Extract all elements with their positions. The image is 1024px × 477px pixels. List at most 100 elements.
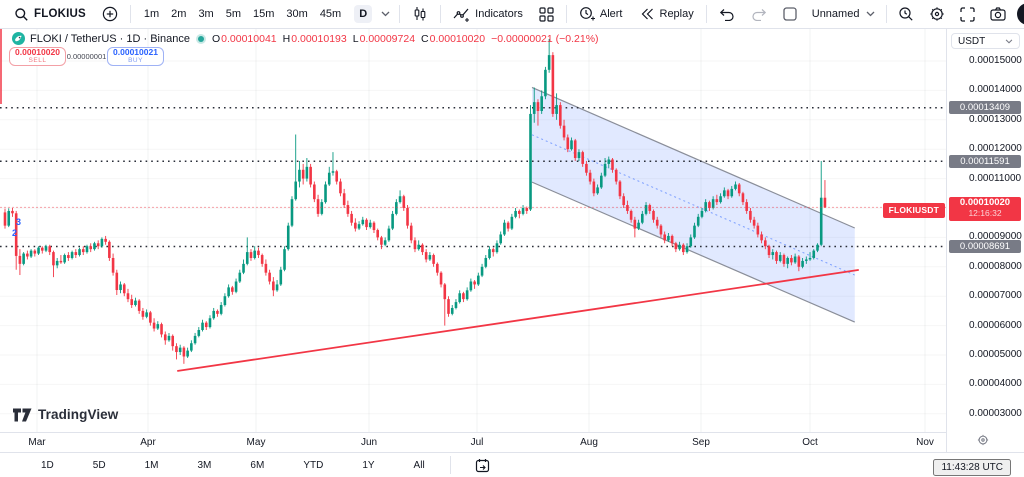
market-status-dot[interactable] — [197, 35, 204, 42]
interval-button-3m[interactable]: 3m — [193, 5, 218, 23]
legend-symbol-title[interactable]: FLOKI / TetherUS · 1D · Binance — [30, 32, 190, 45]
gear-icon — [930, 7, 945, 21]
publish-button[interactable]: Pu — [1017, 3, 1024, 25]
replay-button[interactable]: Replay — [635, 5, 698, 23]
alert-clock-icon — [579, 7, 595, 21]
replay-label: Replay — [659, 8, 694, 20]
interval-button-2m[interactable]: 2m — [166, 5, 191, 23]
toolbar-separator — [705, 5, 707, 23]
square-icon — [783, 7, 797, 21]
price-level-badge: 0.00013409 — [949, 101, 1021, 115]
ohlc-item: L0.00009724 — [352, 32, 416, 45]
range-button-5d[interactable]: 5D — [92, 459, 106, 471]
range-button-1m[interactable]: 1M — [144, 459, 159, 471]
ohlc-item: C0.00010020 — [421, 32, 486, 45]
price-axis-label: 0.00013000 — [969, 113, 1022, 125]
range-button-ytd[interactable]: YTD — [303, 459, 324, 471]
candlestick-style-icon — [414, 7, 426, 21]
range-button-3m[interactable]: 3M — [197, 459, 212, 471]
interval-button-5m[interactable]: 5m — [221, 5, 246, 23]
elliott-wave-label: 3 — [16, 217, 22, 227]
tradingview-watermark-label: TradingView — [38, 407, 119, 422]
screenshot-button[interactable] — [986, 5, 1010, 23]
fullscreen-button[interactable] — [956, 5, 979, 24]
compare-add-button[interactable] — [98, 4, 122, 24]
price-axis-label: 0.00012000 — [969, 143, 1022, 155]
interval-button-45m[interactable]: 45m — [315, 5, 346, 23]
price-axis-label: 0.00014000 — [969, 84, 1022, 96]
settings-button[interactable] — [925, 4, 949, 24]
elliott-wave-label: 2 — [12, 228, 18, 238]
currency-selector[interactable]: USDT — [951, 33, 1020, 49]
axis-settings-button[interactable] — [977, 434, 989, 449]
buy-button[interactable]: 0.00010021 BUY — [107, 47, 164, 66]
quick-search-button[interactable] — [894, 4, 918, 24]
price-axis-label: 0.00005000 — [969, 349, 1022, 360]
interval-button-selected[interactable]: D — [354, 5, 373, 23]
change-value: −0.00000021 (−0.21%) — [491, 32, 599, 45]
layout-name-button[interactable]: Unnamed — [808, 6, 880, 22]
symbol-search-button[interactable]: FLOKIUS — [10, 5, 90, 24]
chart-canvas[interactable]: FLOKI / TetherUS · 1D · Binance O0.00010… — [0, 0, 946, 432]
price-axis-label: 0.00008000 — [969, 260, 1022, 272]
candlestick-plot[interactable] — [0, 29, 946, 432]
price-level-badge: 0.00008691 — [949, 239, 1021, 253]
plus-circle-icon — [102, 6, 118, 22]
price-axis-label: 0.00007000 — [969, 290, 1022, 302]
save-layout-checkbox[interactable] — [779, 5, 801, 23]
symbol-name: FLOKIUS — [34, 8, 86, 20]
month-label-sep: Sep — [692, 437, 710, 448]
range-button-1d[interactable]: 1D — [41, 459, 54, 471]
price-level-badge: 0.00011591 — [949, 154, 1021, 168]
chevron-down-icon — [381, 11, 390, 17]
bar-countdown: 12:16:32 — [968, 208, 1002, 219]
currency-label: USDT — [958, 35, 986, 47]
indicators-button[interactable]: Indicators — [449, 5, 527, 24]
price-axis-label: 0.00003000 — [969, 407, 1022, 419]
time-axis[interactable]: Mar Apr May Jun Jul Aug Sep Oct Nov — [0, 432, 946, 452]
interval-button-1m[interactable]: 1m — [139, 5, 164, 23]
undo-button[interactable] — [715, 6, 739, 23]
price-axis-label: 0.00011000 — [969, 172, 1022, 184]
month-label-jun: Jun — [360, 437, 378, 448]
redo-button[interactable] — [747, 6, 771, 23]
toolbar-separator — [565, 5, 567, 23]
month-label-oct: Oct — [802, 437, 818, 448]
camera-icon — [990, 7, 1007, 21]
quick-search-icon — [899, 7, 914, 21]
toolbar-separator — [886, 5, 888, 23]
symbol-price-flag[interactable]: FLOKIUSDT — [882, 202, 945, 218]
last-price-value: 0.00010020 — [959, 197, 1011, 209]
sell-button[interactable]: 0.00010020 SELL — [9, 47, 66, 66]
ohlc-item: H0.00010193 — [282, 32, 347, 45]
chart-style-button[interactable] — [408, 4, 432, 24]
price-axis[interactable]: USDT 0.00015000 0.00014000 0.00013000 0.000… — [946, 29, 1024, 452]
search-icon — [15, 7, 28, 21]
alert-button[interactable]: Alert — [575, 4, 627, 24]
tradingview-watermark[interactable]: TradingView — [13, 407, 118, 422]
date-range-group: 1D 5D 1M 3M 6M YTD 1Y All — [40, 458, 426, 473]
price-axis-label: 0.00009000 — [969, 231, 1022, 243]
buy-label: BUY — [128, 57, 143, 65]
gear-icon — [977, 434, 989, 446]
month-label-mar: Mar — [28, 437, 46, 448]
buy-price: 0.00010021 — [113, 47, 158, 58]
toolbar-separator — [399, 5, 401, 23]
timezone-clock[interactable]: 11:43:28 UTC — [933, 459, 1011, 476]
goto-date-button[interactable] — [475, 458, 490, 473]
range-button-all[interactable]: All — [413, 459, 425, 471]
toolbar-separator — [129, 5, 131, 23]
month-label-aug: Aug — [580, 437, 598, 448]
interval-button-30m[interactable]: 30m — [281, 5, 312, 23]
layout-grid-button[interactable] — [535, 5, 558, 24]
price-axis-label: 0.00006000 — [969, 319, 1022, 331]
range-button-6m[interactable]: 6M — [250, 459, 265, 471]
price-axis-label: 0.00004000 — [969, 378, 1022, 390]
range-button-1y[interactable]: 1Y — [362, 459, 375, 471]
interval-group: 1m 2m 3m 5m 15m 30m 45m — [139, 5, 346, 23]
replay-icon — [641, 8, 653, 20]
chevron-down-icon — [1005, 38, 1013, 44]
chart-legend: FLOKI / TetherUS · 1D · Binance O0.00010… — [12, 32, 599, 45]
interval-button-15m[interactable]: 15m — [248, 5, 279, 23]
interval-dropdown-button[interactable] — [380, 9, 391, 19]
